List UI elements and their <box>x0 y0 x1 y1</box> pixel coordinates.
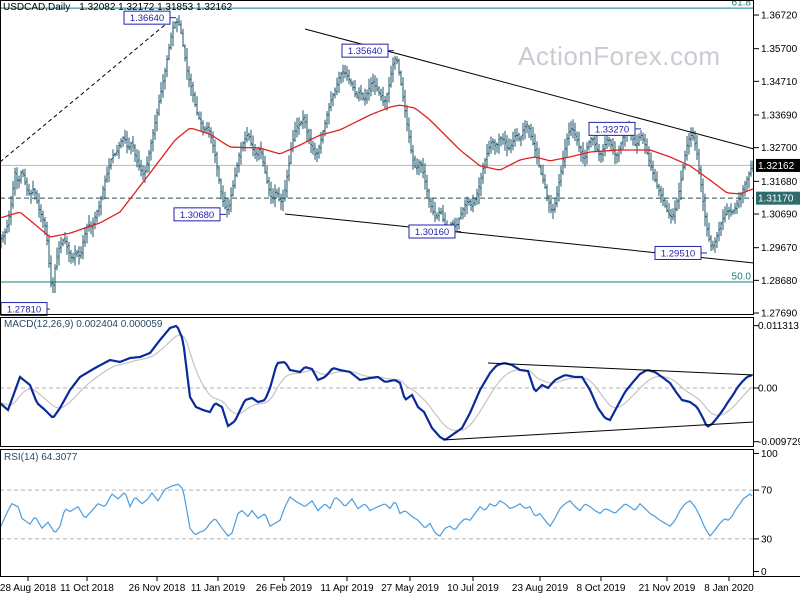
price-callout: 1.33270 <box>588 121 641 136</box>
price-axis-label: 1.35700 <box>761 44 798 55</box>
date-axis-label: 27 May 2019 <box>381 583 439 594</box>
macd-signal-line <box>0 334 753 432</box>
callout-box <box>341 43 389 58</box>
callout-box <box>654 245 702 260</box>
tag-box <box>756 191 800 205</box>
tag-box <box>756 158 800 172</box>
date-axis-label: 8 Oct 2019 <box>577 583 626 594</box>
dotted-uptrend-line <box>0 18 173 163</box>
macd-main-line <box>0 324 753 441</box>
callout-box <box>588 121 636 136</box>
callout-text: 1.29510 <box>661 248 695 259</box>
rsi-axis-label: 30 <box>761 534 773 545</box>
price-callout: 1.27810 <box>0 302 50 317</box>
date-axis-label: 21 Nov 2019 <box>639 583 696 594</box>
callout-text: 1.33270 <box>595 124 629 135</box>
callout-text: 1.35640 <box>348 46 382 57</box>
price-axis-label: 1.29670 <box>761 243 798 254</box>
price-callout: 1.29510 <box>654 245 707 260</box>
callout-box <box>173 207 221 222</box>
date-axis-label: 11 Apr 2019 <box>320 583 374 594</box>
macd-panel <box>0 324 755 441</box>
price-axis-label: 1.34710 <box>761 77 798 88</box>
macd-axis-label: 0.00 <box>758 384 778 395</box>
fib-level-label: 61.8 <box>732 0 752 9</box>
date-axis-label: 26 Feb 2019 <box>256 583 313 594</box>
date-axis-label: 26 Nov 2018 <box>129 583 186 594</box>
date-axis-label: 10 Jul 2019 <box>447 583 499 594</box>
callout-box <box>123 10 171 25</box>
macd-axis-label: -0.009729 <box>758 437 800 448</box>
callout-text: 1.27810 <box>7 305 41 316</box>
rsi-panel-border <box>0 449 754 577</box>
level-price-tag: 1.31170 <box>756 191 800 205</box>
macd-panel-border <box>0 317 754 447</box>
fib-level-label: 50.0 <box>732 272 752 283</box>
rsi-axis-label: 70 <box>761 486 773 497</box>
price-callout: 1.35640 <box>341 43 394 58</box>
rsi-axis-label: 100 <box>761 449 778 460</box>
price-axis-label: 1.30690 <box>761 210 798 221</box>
callout-text: 1.30160 <box>415 227 449 238</box>
price-panel-border <box>0 0 754 315</box>
rsi-axis-label: 0 <box>761 567 767 578</box>
moving-average-line <box>0 104 754 238</box>
date-axis-label: 11 Jan 2019 <box>191 583 246 594</box>
price-axis-label: 1.27690 <box>761 309 798 320</box>
tag-text: 1.31170 <box>758 194 794 205</box>
rsi-panel <box>0 483 754 540</box>
price-axis-label: 1.31680 <box>761 177 798 188</box>
price-axis-label: 1.28680 <box>761 276 798 287</box>
tag-text: 1.32162 <box>758 161 795 172</box>
callout-text: 1.30680 <box>180 210 214 221</box>
date-axis-label: 28 Aug 2018 <box>0 583 57 594</box>
price-callout: 1.30160 <box>408 224 461 239</box>
macd-trendline <box>442 421 755 441</box>
current-price-tag: 1.32162 <box>756 158 800 172</box>
date-axis-label: 11 Oct 2018 <box>60 583 114 594</box>
price-axis-label: 1.36720 <box>761 11 798 22</box>
price-panel: 61.8 50.0 1.36640 1.35640 1.33270 1.30680 1.30… <box>0 0 755 317</box>
price-callout: 1.30680 <box>173 207 226 222</box>
date-axis-label: 8 Jan 2020 <box>704 583 754 594</box>
price-callout: 1.36640 <box>123 10 176 25</box>
date-axis-label: 23 Aug 2019 <box>512 583 569 594</box>
rsi-line <box>0 483 753 538</box>
price-axis-label: 1.33690 <box>761 111 798 122</box>
callout-box <box>408 224 456 239</box>
price-axis-label: 1.32700 <box>761 143 798 154</box>
macd-axis-label: 0.011313 <box>758 321 799 332</box>
callout-text: 1.36640 <box>130 13 164 24</box>
macd-trendline <box>487 362 755 376</box>
